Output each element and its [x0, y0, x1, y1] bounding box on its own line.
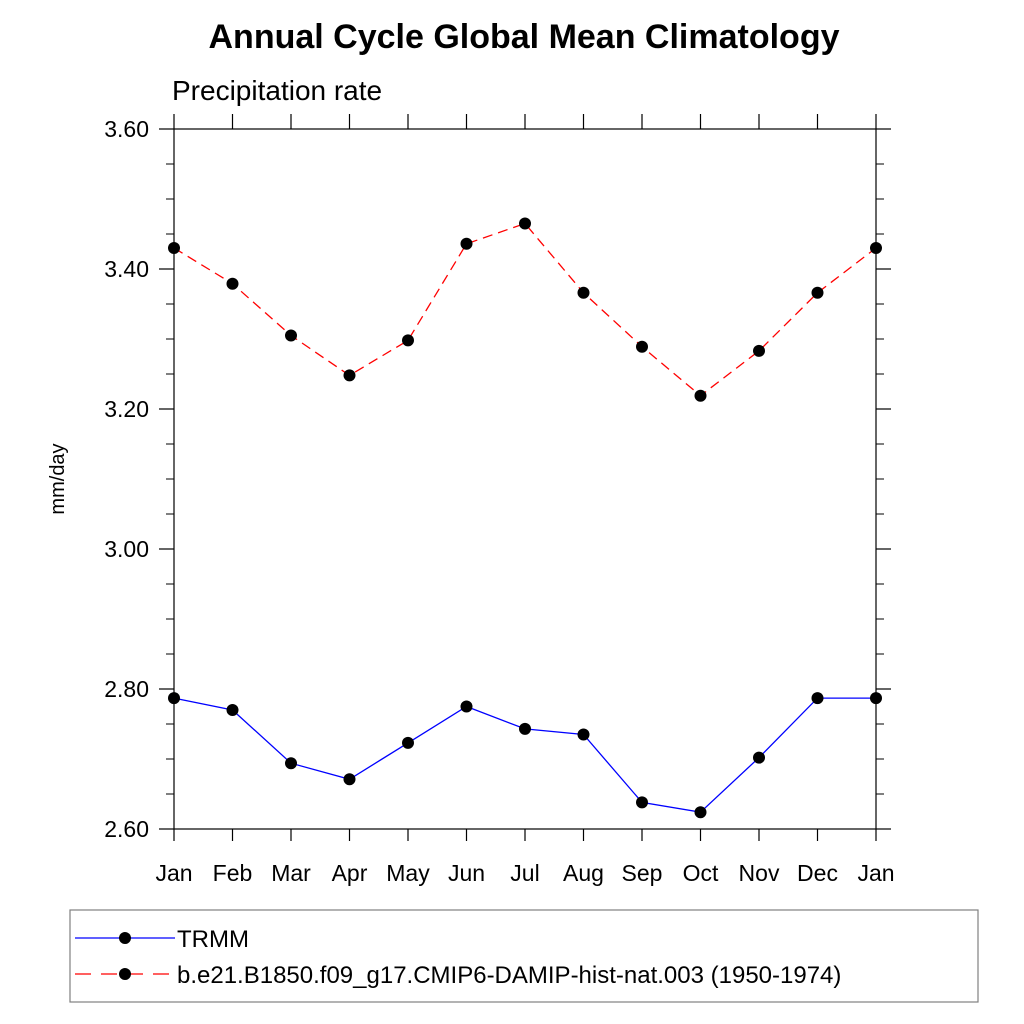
data-point [636, 340, 648, 353]
x-tick-label: Oct [683, 860, 719, 886]
x-tick-label: Jan [857, 860, 894, 886]
data-point [519, 722, 531, 735]
data-point [226, 277, 239, 290]
x-tick-label: May [386, 860, 430, 886]
chart-subtitle: Precipitation rate [172, 75, 382, 106]
chart-title: Annual Cycle Global Mean Climatology [209, 18, 840, 56]
data-point [577, 286, 590, 299]
data-point [811, 692, 824, 705]
data-point [636, 796, 648, 809]
data-point [402, 736, 414, 749]
series-layer [168, 217, 882, 819]
x-tick-label: Feb [213, 860, 253, 886]
x-tick-label: Jan [155, 860, 192, 886]
legend-box [69, 909, 979, 1003]
x-tick-label: Apr [332, 860, 368, 886]
y-axis: 2.60 2.80 3.00 3.20 3.40 3.60 [104, 116, 891, 842]
data-point [870, 242, 882, 254]
y-tick-label: 3.00 [104, 536, 149, 562]
x-tick-label: Jul [510, 860, 539, 886]
data-point [285, 329, 297, 342]
legend: TRMM b.e21.B1850.f09_g17.CMIP6-DAMIP-hist… [69, 909, 979, 1003]
y-axis-label: mm/day [47, 443, 69, 514]
data-point [168, 242, 180, 254]
data-point [753, 751, 765, 764]
data-point [168, 692, 180, 705]
legend-marker [119, 968, 131, 980]
series-0 [168, 692, 882, 819]
data-point [694, 389, 707, 402]
data-point [577, 728, 590, 741]
data-point [870, 692, 882, 705]
y-tick-label: 3.20 [104, 396, 149, 422]
data-point [694, 806, 707, 819]
data-point [285, 757, 297, 770]
data-point [753, 344, 765, 357]
series-1 [168, 217, 882, 402]
y-tick-label: 3.60 [104, 116, 149, 142]
legend-marker [119, 932, 131, 944]
x-tick-label: Nov [739, 860, 780, 886]
legend-label: b.e21.B1850.f09_g17.CMIP6-DAMIP-hist-nat… [177, 962, 841, 989]
series-line [173, 222, 877, 397]
data-point [402, 334, 414, 347]
data-point [811, 286, 824, 299]
y-tick-label: 2.60 [104, 816, 149, 842]
data-point [226, 704, 239, 716]
y-tick-label: 3.40 [104, 256, 149, 282]
data-point [460, 237, 473, 250]
x-tick-label: Sep [622, 860, 663, 886]
data-point [343, 773, 356, 786]
legend-item: b.e21.B1850.f09_g17.CMIP6-DAMIP-hist-nat… [75, 962, 841, 989]
x-tick-label: Jun [448, 860, 485, 886]
data-point [460, 700, 473, 713]
y-tick-label: 2.80 [104, 676, 149, 702]
x-tick-label: Dec [797, 860, 838, 886]
data-point [343, 369, 356, 382]
x-axis: Jan Feb Mar Apr May Jun Jul Aug Sep Oct Nov Dec Jan [155, 114, 895, 886]
data-point [519, 217, 531, 230]
series-line [173, 697, 876, 813]
legend-label: TRMM [177, 926, 249, 953]
x-tick-label: Mar [271, 860, 311, 886]
legend-item: TRMM [75, 926, 249, 953]
x-tick-label: Aug [563, 860, 604, 886]
